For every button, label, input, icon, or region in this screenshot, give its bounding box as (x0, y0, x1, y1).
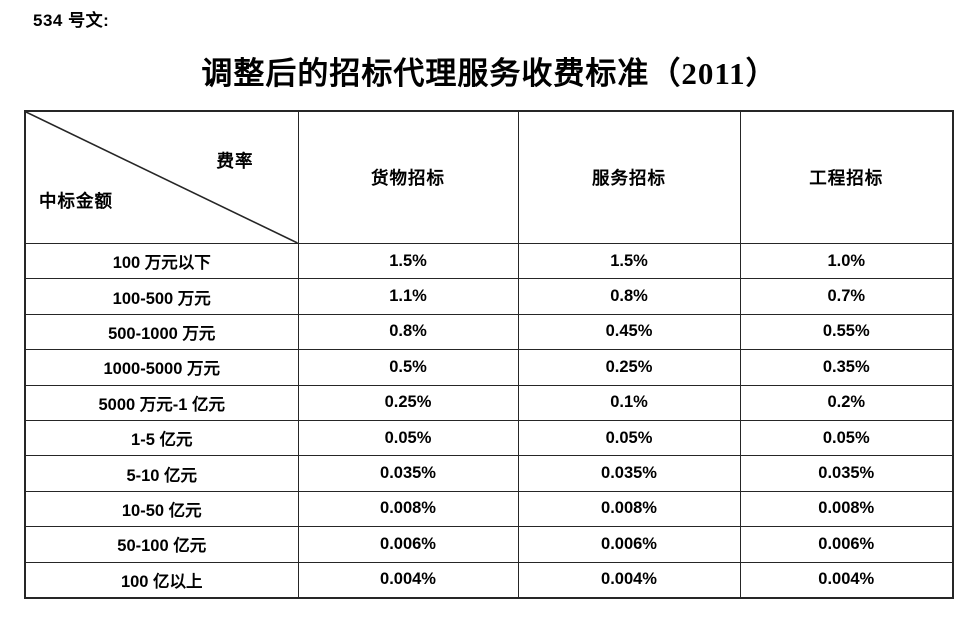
doc-number-label: 534 号文: (33, 11, 110, 30)
table-body: 100 万元以下 1.5% 1.5% 1.0% 100-500 万元 1.1% 0.8% 0.… (24, 242, 954, 599)
rate-cell: 0.035% (297, 455, 519, 492)
amount-cell: 5000 万元-1 亿元 (24, 384, 299, 421)
table-row: 100 亿以上 0.004% 0.004% 0.004% (24, 561, 954, 599)
rate-cell: 0.008% (739, 490, 954, 528)
rate-cell: 0.05% (739, 419, 954, 457)
amount-cell: 100 万元以下 (24, 242, 299, 280)
diagonal-divider-line (26, 112, 298, 243)
rate-cell: 0.004% (517, 561, 741, 599)
rate-cell: 0.25% (517, 349, 741, 386)
rate-cell: 0.05% (297, 419, 519, 457)
rate-cell: 0.004% (297, 561, 519, 599)
rate-cell: 0.006% (517, 526, 741, 563)
table-row: 500-1000 万元 0.8% 0.45% 0.55% (24, 313, 954, 351)
rate-cell: 0.8% (297, 313, 519, 351)
rate-cell: 0.008% (517, 490, 741, 528)
rate-cell: 0.035% (739, 455, 954, 492)
page-title: 调整后的招标代理服务收费标准（2011） (201, 56, 778, 91)
column-header-engineering: 工程招标 (739, 110, 954, 244)
column-header-services: 服务招标 (517, 110, 741, 244)
amount-cell: 5-10 亿元 (24, 455, 299, 492)
table-row: 1000-5000 万元 0.5% 0.25% 0.35% (24, 349, 954, 386)
table-row: 5000 万元-1 亿元 0.25% 0.1% 0.2% (24, 384, 954, 421)
table-row: 100-500 万元 1.1% 0.8% 0.7% (24, 278, 954, 315)
table-row: 50-100 亿元 0.006% 0.006% 0.006% (24, 526, 954, 563)
amount-cell: 10-50 亿元 (24, 490, 299, 528)
table-row: 100 万元以下 1.5% 1.5% 1.0% (24, 242, 954, 280)
rate-cell: 0.008% (297, 490, 519, 528)
rate-cell: 0.25% (297, 384, 519, 421)
rate-cell: 0.006% (739, 526, 954, 563)
rate-cell: 0.004% (739, 561, 954, 599)
rate-cell: 0.006% (297, 526, 519, 563)
corner-header-cell: 费率 中标金额 (24, 110, 299, 244)
rate-cell: 1.5% (297, 242, 519, 280)
rate-cell: 0.2% (739, 384, 954, 421)
rate-cell: 0.8% (517, 278, 741, 315)
rate-cell: 0.035% (517, 455, 741, 492)
corner-label-amount: 中标金额 (39, 191, 113, 211)
rate-cell: 0.35% (739, 349, 954, 386)
amount-cell: 500-1000 万元 (24, 313, 299, 351)
amount-cell: 50-100 亿元 (24, 526, 299, 563)
rate-cell: 0.55% (739, 313, 954, 351)
rate-cell: 0.05% (517, 419, 741, 457)
amount-cell: 1-5 亿元 (24, 419, 299, 457)
rate-cell: 0.7% (739, 278, 954, 315)
rate-cell: 0.45% (517, 313, 741, 351)
rate-cell: 1.0% (739, 242, 954, 280)
rate-cell: 0.5% (297, 349, 519, 386)
amount-cell: 1000-5000 万元 (24, 349, 299, 386)
rate-cell: 1.1% (297, 278, 519, 315)
corner-label-rate: 费率 (216, 151, 254, 171)
fee-table: 费率 中标金额 货物招标 服务招标 工程招标 100 万元以下 1.5% 1.5% 1… (24, 110, 954, 599)
table-row: 5-10 亿元 0.035% 0.035% 0.035% (24, 455, 954, 492)
rate-cell: 0.1% (517, 384, 741, 421)
amount-cell: 100-500 万元 (24, 278, 299, 315)
rate-cell: 1.5% (517, 242, 741, 280)
column-header-goods: 货物招标 (297, 110, 519, 244)
amount-cell: 100 亿以上 (24, 561, 299, 599)
table-row: 1-5 亿元 0.05% 0.05% 0.05% (24, 419, 954, 457)
table-row: 10-50 亿元 0.008% 0.008% 0.008% (24, 490, 954, 528)
table-header-row: 费率 中标金额 货物招标 服务招标 工程招标 (24, 110, 954, 244)
